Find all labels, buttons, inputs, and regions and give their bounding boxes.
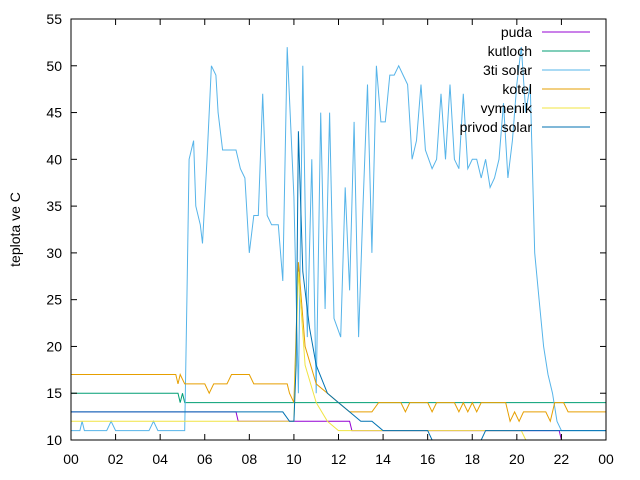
series-line-puda	[71, 411, 606, 441]
series-line-3ti-solar	[71, 47, 606, 432]
x-tick-label: 06	[197, 451, 213, 467]
y-tick-label: 20	[46, 338, 62, 354]
legend-label: vymenik	[481, 100, 533, 116]
y-tick-label: 50	[46, 58, 62, 74]
legend-label: 3ti solar	[483, 62, 532, 78]
series-line-kotel	[71, 262, 606, 423]
legend-label: kutloch	[488, 43, 532, 59]
x-tick-label: 18	[464, 451, 480, 467]
x-axis: 00 02 04 06 08 10 12 14 16 18 20 22 00	[63, 19, 614, 467]
x-tick-label: 02	[108, 451, 124, 467]
x-tick-label: 10	[286, 451, 302, 467]
x-tick-label: 14	[375, 451, 391, 467]
x-tick-label: 22	[554, 451, 570, 467]
plot-area	[71, 47, 606, 441]
x-tick-label: 08	[242, 451, 258, 467]
y-axis-label: teplota ve C	[7, 192, 23, 267]
plot-frame	[70, 18, 607, 441]
y-axis: 10 15 20 25 30 35 40 45 50 55	[46, 11, 606, 448]
legend-label: privod solar	[460, 119, 533, 135]
legend: puda kutloch 3ti solar kotel vymenik privod s…	[460, 24, 590, 135]
series-line-vymenik	[71, 271, 606, 441]
x-tick-label: 16	[420, 451, 436, 467]
series-line-privod-solar	[71, 131, 606, 441]
legend-label: kotel	[502, 81, 532, 97]
y-tick-label: 45	[46, 105, 62, 121]
y-tick-label: 30	[46, 245, 62, 261]
y-tick-label: 55	[46, 11, 62, 27]
x-tick-label: 20	[509, 451, 525, 467]
y-tick-label: 15	[46, 385, 62, 401]
legend-label: puda	[501, 24, 532, 40]
y-tick-label: 40	[46, 151, 62, 167]
x-tick-label: 04	[152, 451, 168, 467]
y-tick-label: 25	[46, 292, 62, 308]
series-line-kutloch	[71, 392, 606, 404]
y-tick-label: 10	[46, 432, 62, 448]
y-tick-label: 35	[46, 198, 62, 214]
x-tick-label: 00	[598, 451, 614, 467]
x-tick-label: 12	[331, 451, 347, 467]
x-tick-label: 00	[63, 451, 79, 467]
